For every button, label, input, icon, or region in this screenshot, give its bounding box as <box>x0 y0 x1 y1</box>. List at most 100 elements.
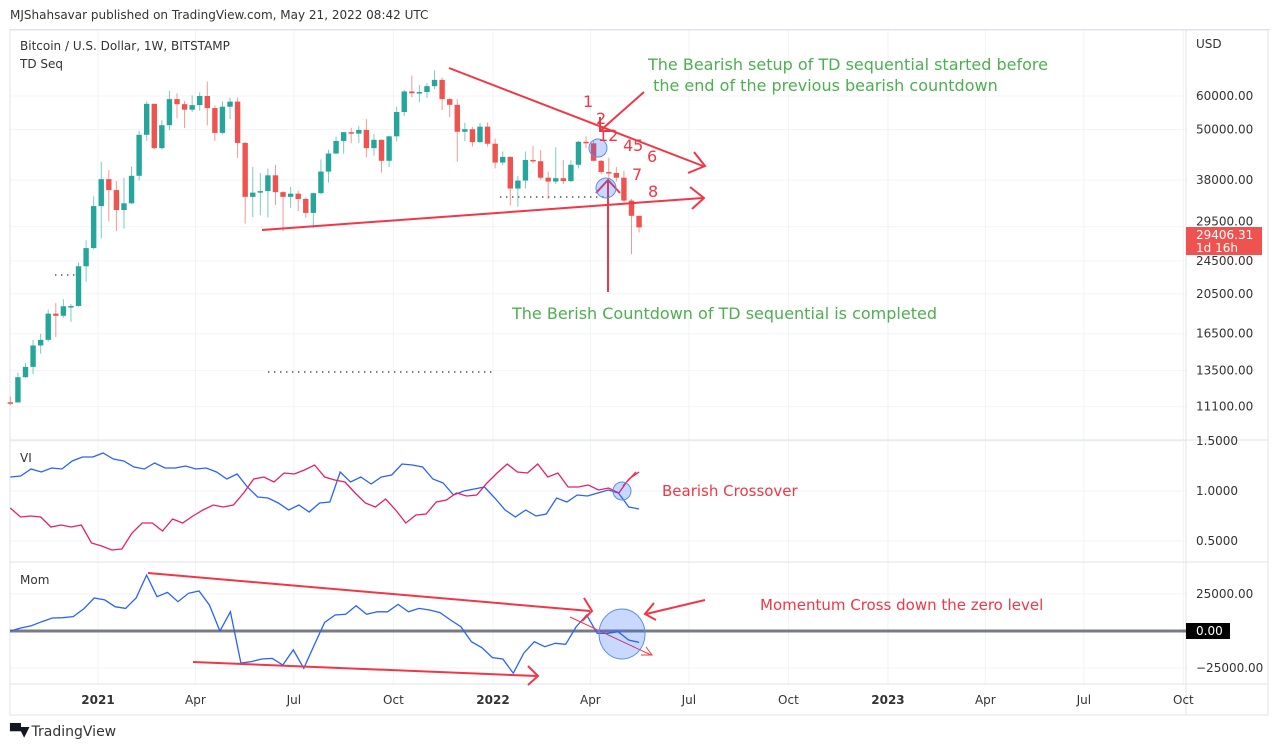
time-tick-label: Apr <box>185 693 206 707</box>
price-tick-label: 60000.00 <box>1196 89 1253 103</box>
time-tick-label: Oct <box>1173 693 1194 707</box>
candle-body <box>590 143 597 161</box>
candle-body <box>469 129 476 143</box>
candle-body <box>575 141 582 165</box>
td-dotted-levels <box>55 196 614 373</box>
candle-body <box>583 141 589 144</box>
candle <box>340 131 347 154</box>
candle-body <box>98 179 104 207</box>
candle-body <box>363 129 370 149</box>
candle <box>515 175 521 207</box>
candle <box>22 362 29 378</box>
time-axis: 2021 Apr Jul Oct 2022 Apr Jul Oct 2023 Apr Jul Oct <box>81 693 1194 707</box>
candle-body <box>227 101 233 107</box>
price-tick-label: 13500.00 <box>1196 364 1253 378</box>
candle <box>575 140 582 169</box>
candle <box>371 134 377 156</box>
candle-body <box>409 91 415 94</box>
mom-zero-label: 0.00 <box>1186 623 1230 639</box>
time-tick-label: Apr <box>975 693 996 707</box>
candle-body <box>356 129 362 134</box>
candle-body <box>462 129 468 132</box>
drawings[interactable] <box>147 67 707 686</box>
candle-body <box>250 192 256 197</box>
setup-note-line-1: The Bearish setup of TD sequential start… <box>647 55 1048 74</box>
svg-text:0.00: 0.00 <box>1196 624 1223 638</box>
candle-body <box>477 126 483 143</box>
symbol-title[interactable]: Bitcoin / U.S. Dollar, 1W, BITSTAMP <box>20 39 230 53</box>
candle <box>621 170 627 203</box>
candle <box>60 299 67 318</box>
candle <box>537 150 544 180</box>
candle <box>83 240 89 282</box>
td-seq-indicator-label[interactable]: TD Seq <box>19 57 63 71</box>
candle-body <box>166 99 173 126</box>
candle <box>45 309 51 342</box>
candle-body <box>416 92 423 94</box>
candle-body <box>431 79 438 87</box>
mom-indicator-label[interactable]: Mom <box>20 573 49 587</box>
candle <box>568 160 574 183</box>
candle <box>227 97 233 120</box>
candle-body <box>219 106 226 133</box>
vi-indicator-label[interactable]: VI <box>20 451 32 465</box>
candle <box>143 101 150 141</box>
candle <box>75 262 82 307</box>
candle-body <box>621 177 627 201</box>
candle <box>30 339 36 375</box>
candle <box>477 123 483 143</box>
vi-tick-label: 1.5000 <box>1196 434 1238 448</box>
setup-count-7: 7 <box>632 165 642 184</box>
candle <box>113 181 120 232</box>
candle-body <box>295 193 301 199</box>
candle-body <box>242 142 248 197</box>
candle-body <box>15 377 21 403</box>
mom-lower-divergence-line <box>192 661 538 677</box>
candle <box>98 161 104 239</box>
candle-body <box>181 104 188 110</box>
candle-body <box>128 175 135 204</box>
time-tick-label: Apr <box>580 693 601 707</box>
price-tick-label: 11100.00 <box>1196 400 1253 414</box>
last-price-label: 29406.31 1d 16h <box>1186 227 1262 255</box>
candle-body <box>401 91 407 113</box>
candle-body <box>393 112 400 137</box>
price-tick-label: 20500.00 <box>1196 287 1253 301</box>
candle <box>234 97 241 158</box>
candle-body <box>439 79 445 100</box>
candle <box>439 77 445 111</box>
vi-axis: 1.5000 1.0000 0.5000 <box>1196 434 1238 548</box>
mom-tick-label: −25000.00 <box>1196 661 1263 675</box>
setup-note-line-2: the end of the previous bearish countdow… <box>648 76 998 95</box>
candle <box>462 122 468 141</box>
setup-count-1: 1 <box>583 92 593 111</box>
candle <box>15 372 21 403</box>
candle <box>53 303 59 338</box>
candle <box>250 167 256 218</box>
candle-body <box>484 126 491 144</box>
candle <box>636 215 642 233</box>
candle-body <box>121 203 127 211</box>
candle-body <box>568 164 574 182</box>
candle <box>416 84 423 103</box>
candle-body <box>454 104 460 132</box>
time-tick-label: Jul <box>286 693 301 707</box>
grid <box>10 30 1186 684</box>
candle-body <box>613 172 620 178</box>
pane-frames <box>9 29 1269 716</box>
candle <box>174 93 180 119</box>
tradingview-logo[interactable]: ▀▼ TradingView <box>10 724 116 740</box>
candle <box>280 191 286 232</box>
candle-body <box>136 134 142 176</box>
candle <box>606 157 612 178</box>
tradingview-logo-icon: ▀▼ <box>10 724 29 740</box>
candle <box>431 70 438 90</box>
candle-body <box>325 153 332 172</box>
candle <box>68 303 74 322</box>
time-tick-label: 2022 <box>476 693 509 707</box>
candle <box>325 149 332 183</box>
candle-body <box>60 306 67 316</box>
candle-body <box>371 139 377 149</box>
candle-body <box>530 159 536 162</box>
